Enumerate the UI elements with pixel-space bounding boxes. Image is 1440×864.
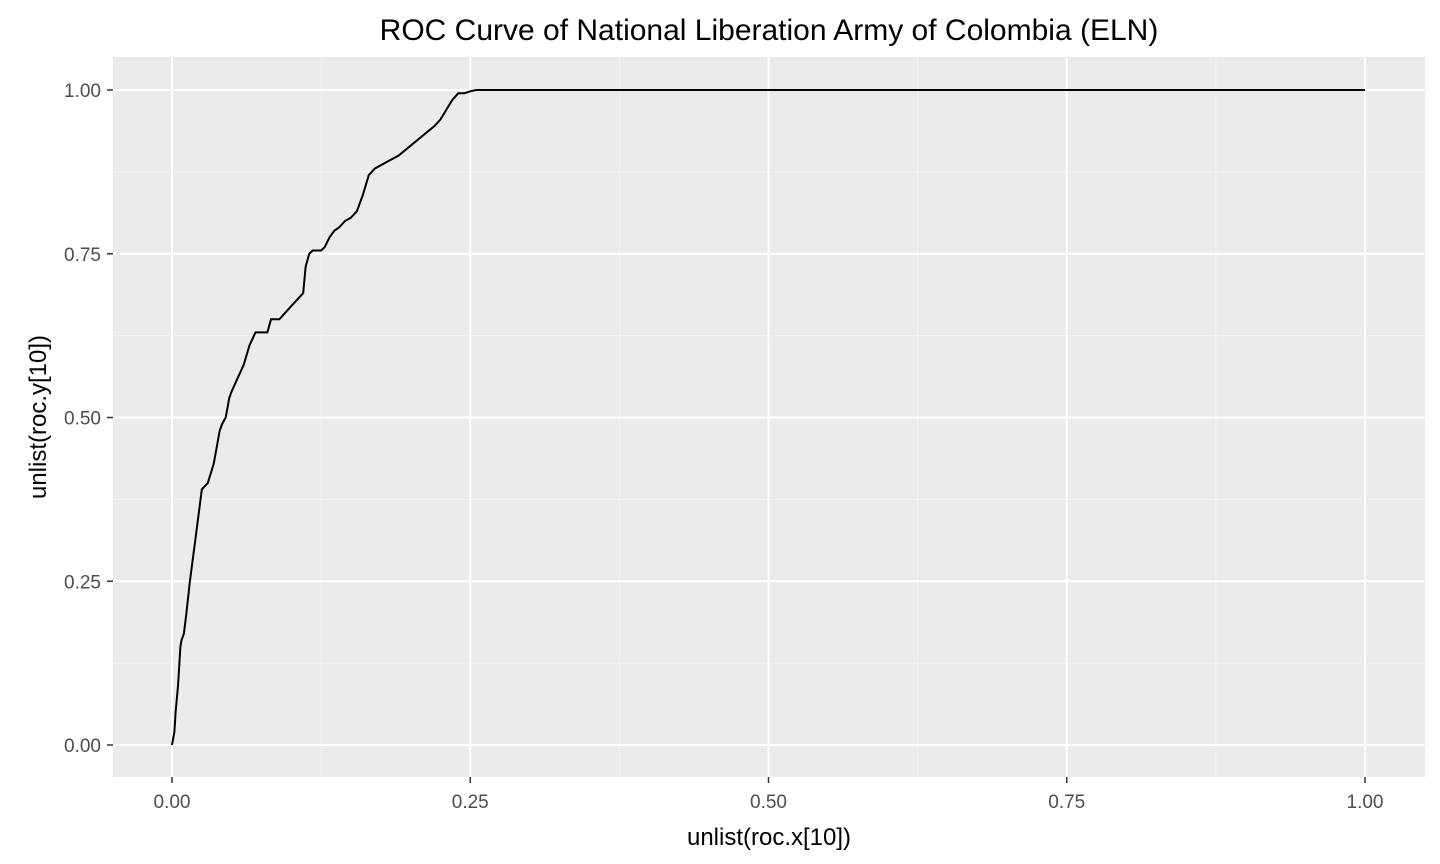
- y-axis-ticks: 0.00 0.25 0.50 0.75 1.00: [64, 81, 113, 757]
- y-tick-label: 0.75: [64, 245, 101, 266]
- y-tick-label: 0.25: [64, 572, 101, 593]
- y-tick-label: 0.50: [64, 409, 101, 430]
- x-tick-label: 0.50: [750, 792, 787, 813]
- x-axis-ticks: 0.00 0.25 0.50 0.75 1.00: [154, 777, 1384, 813]
- y-axis-label: unlist(roc.y[10]): [25, 335, 52, 499]
- roc-line: [171, 89, 1365, 746]
- x-tick-label: 0.75: [1048, 792, 1085, 813]
- y-tick-label: 1.00: [64, 81, 101, 102]
- chart-title: ROC Curve of National Liberation Army of…: [380, 14, 1159, 47]
- major-grid: [113, 57, 1425, 777]
- x-tick-label: 1.00: [1347, 792, 1384, 813]
- x-tick-label: 0.00: [154, 792, 191, 813]
- x-tick-label: 0.25: [452, 792, 489, 813]
- x-axis-label: unlist(roc.x[10]): [687, 824, 851, 851]
- y-tick-label: 0.00: [64, 736, 101, 757]
